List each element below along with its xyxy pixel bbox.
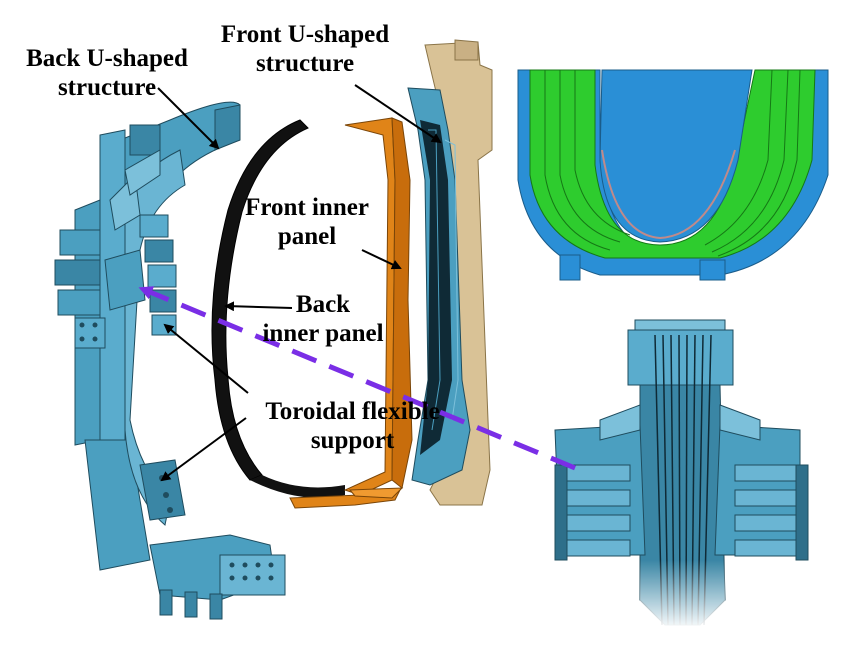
back-u-shaped-structure — [54, 101, 286, 620]
label-back-u-shaped-line-2: structure — [57, 74, 157, 101]
arrow-front-inner-panel — [361, 249, 402, 270]
front-inner-panel — [289, 117, 413, 509]
front-u-shaped-structure — [407, 39, 493, 506]
label-front-u-shaped-structure: Front U-shaped structure — [200, 20, 410, 78]
label-toroidal-flexible-support: Toroidal flexible support — [240, 397, 465, 455]
label-back-inner-panel-line-2: inner panel — [262, 320, 384, 347]
toroidal-support-detail-inset — [554, 319, 809, 630]
label-front-u-shaped-line-1: Front U-shaped — [220, 21, 390, 48]
label-back-u-shaped-structure: Back U-shaped structure — [8, 44, 206, 102]
label-front-inner-panel-line-1: Front inner — [245, 194, 369, 221]
label-front-inner-panel-line-2: panel — [277, 223, 337, 250]
label-toroidal-line-2: support — [310, 427, 395, 454]
coil-cross-section-inset — [515, 69, 829, 281]
arrow-front-u-shaped — [354, 84, 442, 144]
label-toroidal-line-1: Toroidal flexible — [265, 398, 440, 425]
arrow-back-inner-panel — [224, 301, 293, 312]
label-back-inner-panel: Back inner panel — [238, 290, 408, 348]
label-front-inner-panel: Front inner panel — [222, 193, 392, 251]
label-back-inner-panel-line-1: Back — [295, 291, 351, 318]
back-inner-panel — [211, 119, 345, 498]
label-back-u-shaped-line-1: Back U-shaped — [26, 45, 188, 72]
arrow-toroidal-support-upper — [163, 323, 249, 394]
arrow-toroidal-support-lower — [160, 417, 247, 482]
label-front-u-shaped-line-2: structure — [255, 50, 355, 77]
arrow-back-u-shaped — [157, 87, 220, 150]
